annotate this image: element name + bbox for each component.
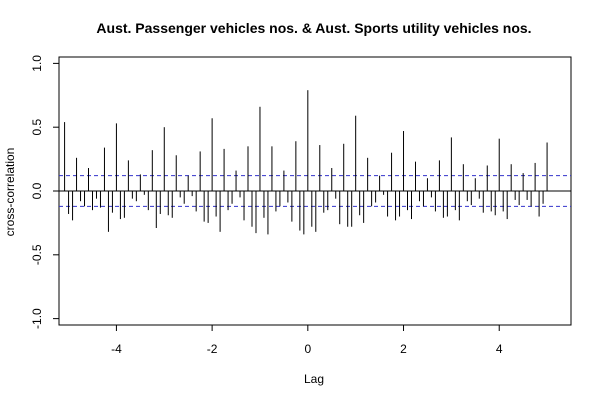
bars-group (64, 90, 548, 235)
x-tick-label: 0 (304, 342, 311, 356)
chart-title: Aust. Passenger vehicles nos. & Aust. Sp… (96, 20, 531, 36)
x-axis-label: Lag (304, 372, 324, 386)
x-tick-label: 4 (496, 342, 503, 356)
y-axis-label: cross-correlation (3, 148, 17, 237)
x-tick-label: 2 (400, 342, 407, 356)
y-tick-label: 0.0 (30, 182, 44, 199)
y-tick-label: 1.0 (30, 55, 44, 72)
y-axis: -1.0 -0.5 0.0 0.5 1.0 (30, 55, 60, 329)
x-tick-label: -4 (111, 342, 122, 356)
y-tick-label: 0.5 (30, 119, 44, 136)
y-tick-label: -0.5 (30, 244, 44, 265)
x-tick-label: -2 (207, 342, 218, 356)
y-tick-label: -1.0 (30, 308, 44, 329)
x-axis: -4 -2 0 2 4 (111, 324, 503, 356)
